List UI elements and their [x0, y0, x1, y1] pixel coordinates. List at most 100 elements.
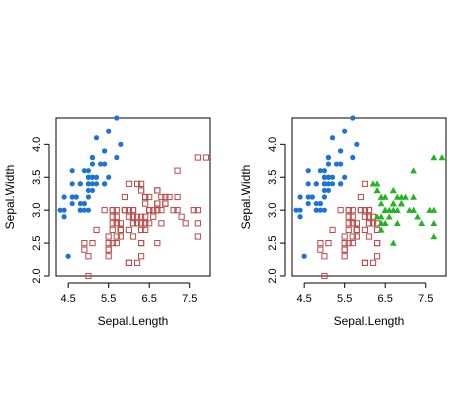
x-axis-title: Sepal.Length: [334, 314, 405, 328]
data-point-triangle: [389, 239, 397, 246]
data-point-square: [125, 207, 133, 214]
data-point-square: [138, 239, 145, 247]
y-axis-title: Sepal.Width: [239, 165, 253, 230]
data-point-triangle: [385, 213, 393, 220]
data-point-square: [85, 272, 92, 280]
data-point-square: [113, 233, 120, 240]
data-point-square: [337, 207, 344, 214]
data-point-square: [353, 220, 360, 227]
y-tick-label: 3.5: [267, 170, 279, 185]
data-point-circle: [77, 207, 83, 213]
data-point-square: [101, 207, 108, 214]
data-point-circle: [77, 200, 83, 207]
data-point-square: [138, 213, 145, 220]
x-tick-label: 6.5: [142, 293, 157, 305]
data-point-square: [345, 226, 352, 234]
data-point-circle: [325, 174, 332, 180]
data-point-circle: [313, 207, 319, 213]
data-point-circle: [325, 181, 332, 187]
data-point-circle: [301, 253, 307, 259]
data-point-square: [129, 233, 137, 240]
x-tick-label: 4.5: [61, 293, 76, 305]
data-point-circle: [106, 174, 112, 180]
data-point-circle: [305, 168, 311, 174]
data-point-circle: [77, 181, 83, 187]
data-point-circle: [89, 161, 96, 167]
plot-frame: [55, 117, 211, 277]
data-point-square: [133, 180, 141, 187]
x-tick-label: 7.5: [182, 293, 197, 305]
data-point-square: [129, 220, 137, 227]
data-point-circle: [106, 128, 112, 134]
data-point-square: [353, 226, 360, 234]
data-point-square: [325, 239, 332, 247]
y-tick-label: 3.0: [267, 203, 279, 218]
data-point-square: [154, 200, 161, 207]
data-point-square: [174, 207, 181, 214]
data-point-circle: [61, 207, 67, 213]
data-point-square: [146, 220, 153, 227]
data-point-square: [361, 259, 369, 266]
data-point-triangle: [377, 226, 385, 233]
data-point-square: [158, 207, 165, 214]
data-point-triangle: [373, 213, 381, 220]
data-point-circle: [102, 148, 108, 154]
data-point-circle: [325, 154, 332, 161]
data-point-square: [365, 213, 373, 220]
data-point-square: [345, 220, 352, 227]
data-point-square: [138, 220, 145, 227]
data-point-square: [349, 239, 356, 247]
data-point-square: [125, 213, 133, 220]
data-point-circle: [325, 187, 332, 194]
data-point-circle: [305, 200, 311, 207]
data-point-square: [194, 233, 201, 240]
data-point-circle: [293, 207, 299, 213]
x-tick-label: 6.5: [378, 293, 393, 305]
data-point-square: [349, 207, 356, 214]
data-point-square: [349, 220, 356, 227]
y-tick-label: 2.5: [31, 235, 43, 250]
data-point-circle: [85, 194, 92, 200]
data-point-square: [113, 239, 120, 247]
data-point-square: [105, 246, 112, 253]
data-point-square: [138, 226, 145, 234]
data-point-square: [142, 213, 149, 220]
data-point-square: [154, 187, 161, 194]
data-point-circle: [350, 115, 356, 121]
y-axis-title: Sepal.Width: [3, 165, 17, 230]
data-point-triangle: [381, 206, 389, 213]
data-point-circle: [61, 214, 67, 220]
data-point-circle: [305, 181, 311, 187]
y-tick-label: 3.5: [31, 170, 43, 185]
data-point-square: [129, 213, 137, 220]
data-point-square: [125, 259, 133, 266]
data-point-circle: [317, 207, 323, 213]
data-point-square: [329, 226, 336, 234]
panel-right: 4.5 5.5 6.5 7.5 2.0 2.5 3.0 3.5 4.0 Sepal.Length S…: [239, 115, 447, 328]
data-point-circle: [342, 174, 348, 180]
data-point-square: [353, 226, 360, 234]
data-point-triangle: [377, 200, 385, 207]
data-point-circle: [85, 174, 92, 180]
data-point-square: [182, 220, 189, 227]
data-point-square: [154, 207, 161, 214]
data-point-square: [345, 207, 352, 214]
data-point-circle: [329, 135, 336, 141]
data-point-square: [357, 193, 364, 201]
data-point-square: [202, 154, 210, 161]
data-point-square: [154, 200, 161, 207]
data-point-square: [85, 253, 92, 260]
data-point-square: [162, 200, 169, 207]
data-point-square: [345, 213, 352, 220]
data-point-square: [138, 187, 145, 194]
data-point-square: [317, 239, 324, 247]
data-point-square: [154, 187, 161, 194]
data-point-square: [117, 220, 124, 227]
data-point-square: [194, 154, 201, 161]
data-point-square: [158, 193, 165, 201]
data-point-circle: [61, 194, 67, 200]
data-point-circle: [350, 154, 356, 161]
data-point-square: [349, 233, 356, 240]
data-point-triangle: [430, 206, 438, 213]
data-point-square: [361, 180, 369, 187]
